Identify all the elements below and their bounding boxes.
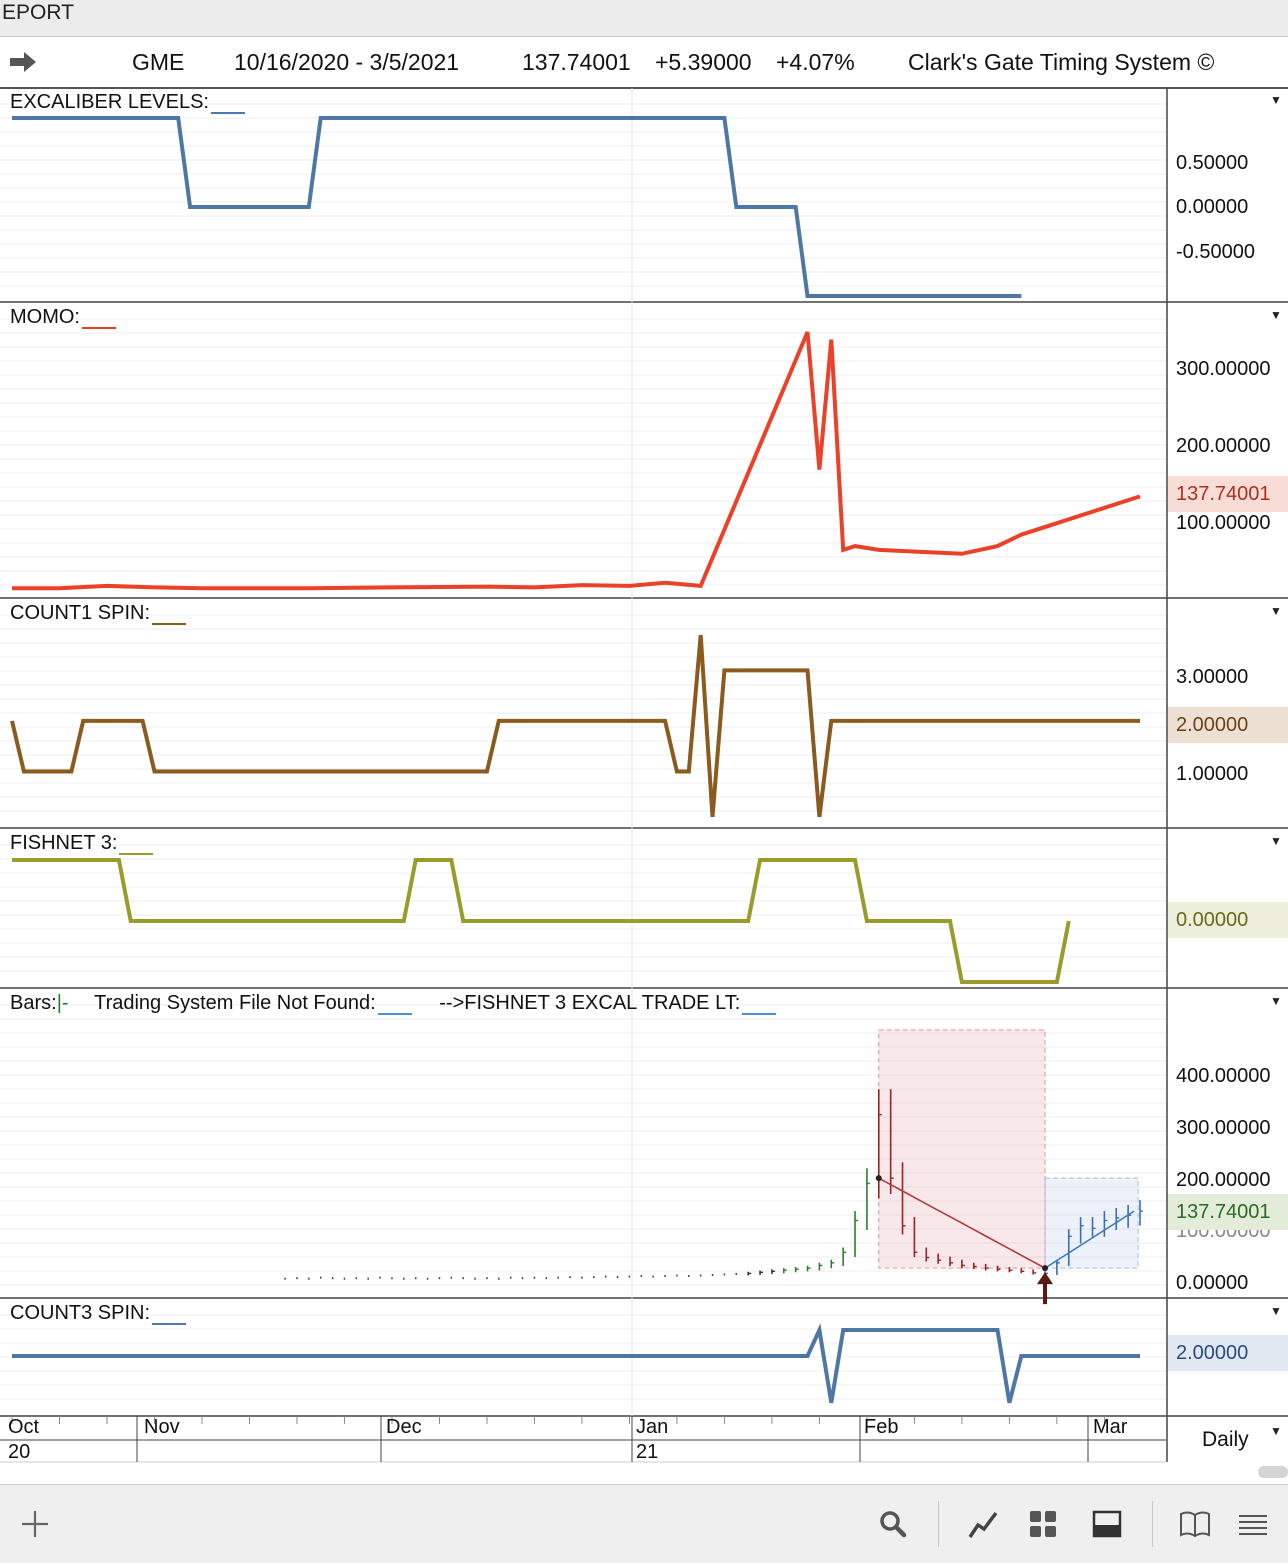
trade-box-short	[878, 1029, 1046, 1269]
pane-menu-icon[interactable]: ▼	[1270, 93, 1282, 107]
bottom-toolbar	[0, 1484, 1288, 1563]
pane-menu-icon[interactable]: ▼	[1270, 994, 1282, 1008]
count1-value-box: 2.00000	[1168, 707, 1288, 743]
tick-label: 1.00000	[1176, 763, 1249, 785]
menu-icon[interactable]	[1236, 1507, 1270, 1541]
series-line	[12, 331, 1141, 591]
series-line	[12, 116, 1022, 298]
chart-canvas[interactable]	[0, 88, 1288, 1484]
pane-menu-icon[interactable]: ▼	[1270, 1304, 1282, 1318]
tick-label: 0.50000	[1176, 152, 1249, 174]
pane-menu-icon[interactable]: ▼	[1270, 604, 1282, 618]
tick-label: 3.00000	[1176, 666, 1249, 688]
arrow-right-icon[interactable]	[8, 49, 38, 75]
price-change: +5.39000	[655, 49, 752, 75]
momo-value-box: 137.74001	[1168, 476, 1288, 512]
add-icon[interactable]	[18, 1507, 52, 1541]
pane-label-excaliber: EXCALIBER LEVELS:	[10, 91, 245, 114]
toolbar-divider	[1152, 1501, 1153, 1547]
month-label: Dec	[386, 1416, 422, 1438]
price-change-pct: +4.07%	[776, 49, 855, 75]
pane-label-count1: COUNT1 SPIN:	[10, 602, 187, 625]
pane-label-bars: Bars:|- Trading System File Not Found: -…	[10, 992, 777, 1015]
period-menu-icon[interactable]: ▼	[1270, 1424, 1282, 1438]
chart-header: GME 10/16/2020 - 3/5/2021 137.74001 +5.3…	[0, 37, 1288, 89]
grid-layout-icon[interactable]	[1026, 1507, 1060, 1541]
book-icon[interactable]	[1178, 1507, 1212, 1541]
scrollbar[interactable]	[1258, 1466, 1288, 1478]
date-range: 10/16/2020 - 3/5/2021	[234, 49, 460, 75]
symbol: GME	[132, 49, 185, 75]
system-name: Clark's Gate Timing System ©	[908, 49, 1215, 75]
tick-label: 0.00000	[1176, 1272, 1249, 1294]
window-title: EPORT	[2, 1, 74, 24]
month-label: Jan	[636, 1416, 669, 1438]
toolbar-divider	[938, 1501, 939, 1547]
tick-label: -0.50000	[1176, 241, 1255, 263]
tick-label: 300.00000	[1176, 1117, 1271, 1139]
pane-label-momo: MOMO:	[10, 306, 116, 329]
series-line	[12, 858, 1071, 984]
month-label: Nov	[144, 1416, 180, 1438]
pane-menu-icon[interactable]: ▼	[1270, 308, 1282, 322]
trade-line-short	[878, 1177, 1046, 1269]
year-label: 21	[636, 1441, 659, 1463]
pane-label-count3: COUNT3 SPIN:	[10, 1302, 187, 1325]
trade-box-long	[1044, 1177, 1139, 1269]
year-label: 20	[8, 1441, 31, 1463]
count3-value-box: 2.00000	[1168, 1335, 1288, 1371]
panel-layout-icon[interactable]	[1090, 1507, 1124, 1541]
window-titlebar: EPORT	[0, 0, 1288, 37]
last-price: 137.74001	[522, 49, 631, 75]
trade-line-long	[1044, 1210, 1135, 1269]
draw-tool-icon[interactable]	[966, 1507, 1000, 1541]
tick-label: 200.00000	[1176, 435, 1271, 457]
month-label: Oct	[8, 1416, 40, 1438]
period-selector[interactable]: Daily	[1202, 1428, 1249, 1451]
bars-value-box: 137.74001	[1168, 1194, 1288, 1230]
trade-entry-point	[875, 1175, 882, 1182]
series-line	[10, 634, 1140, 818]
search-icon[interactable]	[876, 1507, 910, 1541]
tick-label: 0.00000	[1176, 196, 1249, 218]
fishnet-value-box: 0.00000	[1168, 902, 1288, 938]
pane-label-fishnet: FISHNET 3:	[10, 832, 154, 855]
tick-label: 400.00000	[1176, 1065, 1271, 1087]
pane-menu-icon[interactable]: ▼	[1270, 834, 1282, 848]
series-line	[12, 1323, 1140, 1404]
trade-exit-point	[1042, 1265, 1049, 1272]
buy-signal-arrow-icon	[1037, 1272, 1054, 1305]
month-label: Mar	[1093, 1416, 1128, 1438]
tick-label: 200.00000	[1176, 1169, 1271, 1191]
tick-label: 300.00000	[1176, 358, 1271, 380]
tick-label: 100.00000	[1176, 512, 1271, 534]
month-label: Feb	[864, 1416, 899, 1438]
